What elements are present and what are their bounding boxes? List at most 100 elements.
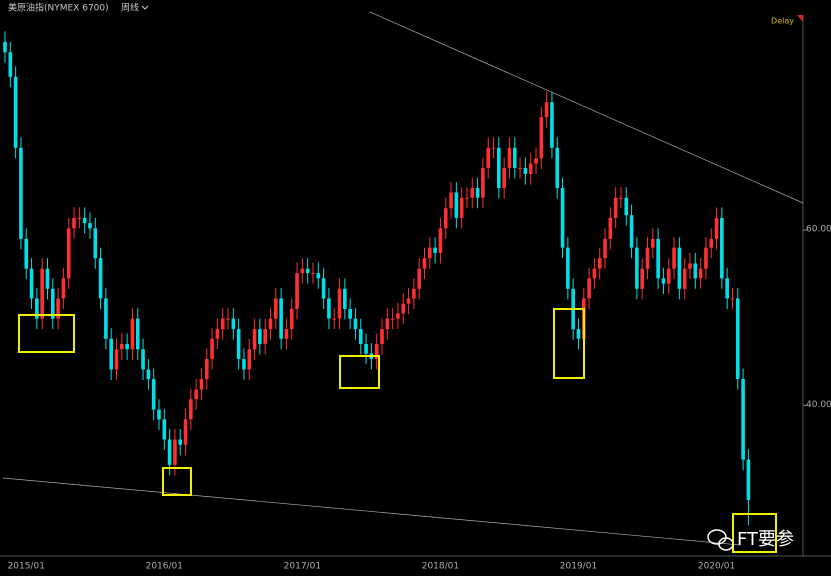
candle-body: [141, 349, 145, 370]
candle-body: [428, 247, 432, 259]
status-label: Delay: [771, 17, 794, 26]
candle-body: [327, 298, 331, 319]
candle-body: [481, 167, 485, 198]
candle-body: [619, 197, 623, 199]
candle-body: [183, 419, 188, 445]
candle-body: [24, 238, 29, 269]
candle-body: [534, 158, 538, 164]
highlight-box: [553, 308, 585, 379]
candle-body: [300, 268, 305, 274]
candle-body: [396, 313, 400, 319]
trend-line: [369, 11, 804, 204]
x-tick-label: 2020/01: [698, 562, 735, 572]
candle-body: [698, 268, 703, 279]
candle-body: [651, 238, 655, 248]
candle-body: [295, 273, 299, 309]
candle-body: [735, 298, 740, 380]
candle-body: [189, 399, 193, 420]
candle-body: [576, 329, 581, 339]
candle-body: [688, 263, 692, 269]
candle-body: [268, 318, 273, 330]
candle-body: [465, 197, 469, 199]
candle-body: [77, 217, 82, 219]
watermark: FT要参: [737, 529, 794, 550]
candle-body: [348, 308, 352, 319]
candle-body: [438, 228, 443, 253]
candle-body: [194, 389, 198, 400]
candle-body: [98, 258, 103, 299]
candle-body: [258, 329, 262, 345]
candle-body: [486, 147, 491, 168]
candle-body: [523, 167, 528, 175]
candle-body: [741, 379, 745, 460]
candle-body: [215, 329, 220, 339]
candle-body: [459, 197, 464, 218]
candle-body: [104, 298, 108, 339]
candle-body: [677, 247, 682, 289]
candle-body: [555, 147, 560, 189]
candle-body: [720, 217, 724, 279]
candle-body: [422, 258, 427, 269]
candle-body: [613, 197, 618, 218]
candle-body: [220, 318, 225, 330]
candle-body: [284, 329, 289, 339]
candle-body: [672, 247, 676, 269]
candle-body: [56, 298, 60, 319]
candle-body: [321, 278, 326, 299]
candle-body: [226, 318, 230, 320]
highlight-box: [162, 467, 192, 496]
candle-body: [645, 247, 650, 269]
candle-body: [353, 318, 358, 330]
candle-body: [72, 217, 76, 229]
candle-body: [587, 278, 591, 299]
candle-body: [305, 268, 310, 274]
y-tick-label: 40.00: [806, 400, 831, 410]
candle-body: [3, 41, 7, 53]
period-selector[interactable]: 周线: [121, 2, 139, 14]
candle-body: [385, 318, 390, 330]
highlight-box: [18, 314, 75, 353]
candle-body: [167, 439, 172, 465]
candle-body: [624, 197, 629, 216]
x-tick-label: 2016/01: [146, 562, 183, 572]
candle-body: [470, 188, 475, 198]
candle-body: [714, 217, 719, 239]
candle-body: [550, 102, 554, 148]
candle-body: [661, 278, 666, 284]
x-tick-label: 2019/01: [560, 562, 597, 572]
candle-body: [210, 338, 214, 359]
candle-body: [693, 263, 698, 279]
candle-body: [666, 268, 671, 284]
candle-body: [13, 76, 18, 148]
x-tick-label: 2015/01: [8, 562, 45, 572]
corner-marker: [797, 15, 803, 22]
candle-body: [597, 258, 602, 269]
candle-body: [157, 409, 161, 420]
candle-body: [539, 117, 544, 159]
dropdown-arrow[interactable]: [141, 5, 149, 10]
candle-body: [61, 278, 66, 299]
candle-body: [390, 318, 395, 320]
candle-body: [566, 247, 570, 289]
candle-body: [35, 298, 39, 319]
candle-body: [629, 215, 634, 248]
candle-body: [608, 217, 613, 239]
candle-body: [730, 298, 735, 300]
x-tick-label: 2017/01: [284, 562, 321, 572]
x-tick-label: 2018/01: [422, 562, 459, 572]
candle-body: [45, 268, 50, 289]
candle-body: [135, 318, 140, 350]
candle-body: [50, 288, 55, 319]
candle-body: [358, 329, 363, 345]
candle-body: [130, 318, 135, 350]
candle-body: [592, 268, 597, 279]
candle-body: [178, 439, 183, 445]
candle-body: [443, 208, 448, 229]
candle-body: [475, 188, 480, 198]
candle-body: [247, 349, 252, 370]
highlight-box: [339, 355, 380, 389]
candle-body: [8, 52, 13, 77]
candle-body: [374, 344, 379, 359]
